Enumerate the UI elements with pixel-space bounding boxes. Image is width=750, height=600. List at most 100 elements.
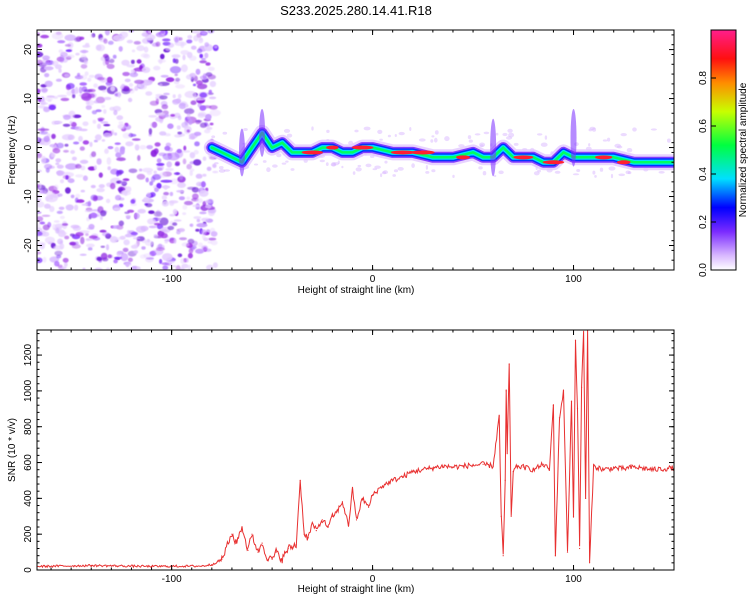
- noise-blob: [100, 245, 106, 248]
- noise-blob: [201, 57, 206, 61]
- noise-blob: [156, 158, 162, 164]
- noise-blob: [111, 129, 115, 136]
- noise-blob: [177, 115, 182, 121]
- noise-blob: [62, 257, 69, 263]
- snr-point: [548, 469, 551, 471]
- noise-blob: [163, 185, 168, 190]
- noise-blob: [126, 39, 134, 44]
- noise-blob: [134, 144, 140, 151]
- faint-blob: [478, 166, 483, 170]
- noise-blob: [81, 203, 88, 206]
- ridge-peak: [595, 155, 613, 160]
- noise-blob: [70, 194, 75, 199]
- noise-blob: [164, 145, 171, 151]
- noise-blob: [74, 126, 83, 131]
- noise-blob: [191, 187, 199, 193]
- noise-blob: [156, 112, 166, 116]
- noise-blob: [93, 100, 100, 104]
- snr-point: [506, 453, 508, 455]
- snr-point: [331, 515, 333, 517]
- noise-blob: [184, 90, 197, 99]
- snr-point: [603, 469, 605, 471]
- snr-ytick-label: 1200: [23, 344, 34, 367]
- noise-blob: [96, 188, 105, 193]
- noise-blob: [52, 223, 57, 230]
- faint-blob: [627, 171, 632, 175]
- noise-blob: [107, 166, 111, 171]
- snr-point: [275, 551, 277, 553]
- noise-blob: [89, 212, 98, 219]
- snr-point: [281, 558, 283, 560]
- snr-point: [579, 547, 581, 550]
- noise-blob: [56, 210, 63, 214]
- noise-blob: [65, 163, 78, 170]
- noise-blob: [176, 230, 181, 235]
- snr-ytick-label: 600: [23, 454, 34, 471]
- snr-point: [257, 551, 259, 553]
- snr-point: [221, 558, 223, 560]
- noise-blob: [196, 97, 206, 101]
- noise-blob: [182, 150, 191, 153]
- faint-blob: [537, 169, 541, 173]
- noise-blob: [203, 237, 209, 242]
- noise-blob: [177, 93, 182, 99]
- noise-blob: [196, 223, 208, 228]
- noise-blob: [184, 108, 195, 115]
- noise-region: [37, 30, 671, 270]
- noise-blob: [134, 212, 140, 219]
- noise-blob: [37, 105, 46, 109]
- noise-blob: [44, 236, 56, 244]
- snr-point: [267, 558, 269, 560]
- noise-blob: [191, 45, 197, 50]
- noise-blob: [187, 238, 195, 244]
- spectrogram-ytick-label: -20: [23, 238, 34, 253]
- noise-blob: [148, 225, 157, 229]
- faint-blob: [608, 166, 616, 171]
- noise-blob: [207, 74, 216, 80]
- noise-blob: [201, 31, 208, 35]
- faint-blob: [379, 138, 383, 141]
- noise-blob: [136, 59, 142, 64]
- faint-blob: [452, 174, 455, 178]
- noise-blob: [118, 203, 124, 208]
- colorbar-tick-label: 0.2: [698, 215, 709, 229]
- noise-blob: [177, 182, 186, 189]
- snr-point: [502, 555, 504, 557]
- snr-point: [201, 565, 203, 567]
- noise-blob: [110, 85, 116, 92]
- noise-blob: [164, 240, 168, 244]
- noise-blob: [155, 41, 161, 47]
- noise-blob: [115, 152, 122, 158]
- faint-blob: [392, 174, 397, 177]
- noise-blob: [80, 236, 85, 245]
- colorbar-tick-label: 0.6: [698, 119, 709, 133]
- noise-blob: [153, 65, 161, 71]
- noise-blob: [169, 191, 174, 197]
- snr-point: [572, 515, 575, 517]
- noise-blob: [81, 92, 92, 101]
- noise-blob: [94, 267, 103, 270]
- faint-blob: [219, 166, 224, 170]
- noise-blob: [101, 139, 106, 142]
- spectrogram-xtick-label: 0: [370, 274, 376, 285]
- snr-point: [472, 464, 474, 466]
- noise-blob: [157, 59, 167, 63]
- snr-xlabel: Height of straight line (km): [298, 584, 415, 595]
- snr-point: [295, 544, 297, 546]
- faint-blob: [458, 144, 465, 148]
- noise-blob: [137, 208, 146, 214]
- noise-blob: [37, 231, 43, 237]
- colorbar-label: Normalized spectral amplitude: [738, 82, 749, 217]
- faint-blob: [243, 128, 248, 131]
- noise-blob: [40, 99, 46, 105]
- noise-blob: [84, 71, 89, 76]
- page-title: S233.2025.280.14.41.R18: [280, 3, 432, 18]
- noise-blob: [88, 88, 96, 93]
- noise-blob: [118, 220, 125, 227]
- noise-blob: [130, 231, 138, 236]
- noise-blob: [214, 45, 218, 49]
- noise-blob: [75, 36, 82, 42]
- snr-point: [372, 494, 374, 496]
- noise-blob: [79, 82, 87, 86]
- noise-blob: [191, 30, 201, 34]
